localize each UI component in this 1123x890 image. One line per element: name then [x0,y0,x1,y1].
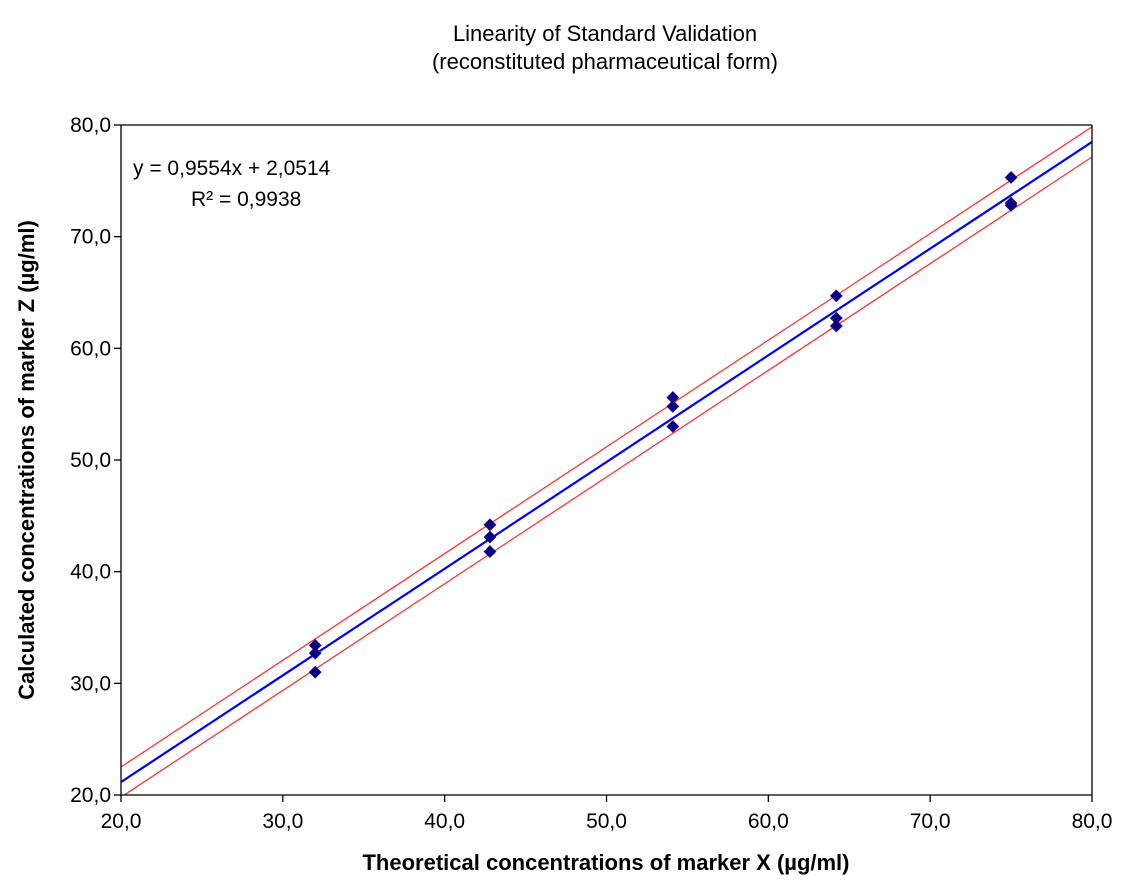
x-tick-label: 20,0 [101,810,142,833]
regression-equation: y = 0,9554x + 2,0514 [133,157,331,180]
data-point [666,399,680,413]
chart-title: Linearity of Standard Validation [452,21,758,46]
y-tick-label: 20,0 [70,784,111,807]
data-point [308,665,322,679]
data-point [1004,198,1018,212]
lower-bound-line [123,156,1092,795]
data-point [483,530,497,544]
y-tick-label: 70,0 [70,226,111,249]
x-axis-title: Theoretical concentrations of marker X (… [362,850,849,875]
y-tick-label: 80,0 [70,114,111,137]
data-point [829,289,843,303]
axes: 20,0 30,0 40,0 50,0 60,0 70,0 80,0 20,0 30,0 40,0… [70,114,1112,833]
y-tick-label: 60,0 [70,337,111,360]
y-tick-label: 30,0 [70,672,111,695]
x-tick-label: 70,0 [910,810,951,833]
data-point [1004,171,1018,184]
x-tick-label: 40,0 [424,810,465,833]
chart-title-block: Linearity of Standard Validation (recons… [0,20,1123,76]
chart-subtitle: (reconstituted pharmaceutical form) [431,49,779,74]
regression-line [121,141,1092,783]
y-tick-label: 40,0 [70,561,111,584]
x-tick-label: 80,0 [1072,810,1113,833]
plot-marks [121,126,1092,795]
r-squared-label: R² = 0,9938 [191,188,301,211]
data-point [308,646,322,660]
x-tick-label: 50,0 [586,810,627,833]
y-axis-title: Calculated concentrations of marker Z (µ… [14,220,39,700]
x-tick-label: 30,0 [262,810,303,833]
x-tick-label: 60,0 [748,810,789,833]
y-tick-label: 50,0 [70,449,111,472]
upper-bound-line [121,126,1092,768]
data-point [829,319,843,333]
data-point [666,420,680,433]
data-point [483,545,497,558]
